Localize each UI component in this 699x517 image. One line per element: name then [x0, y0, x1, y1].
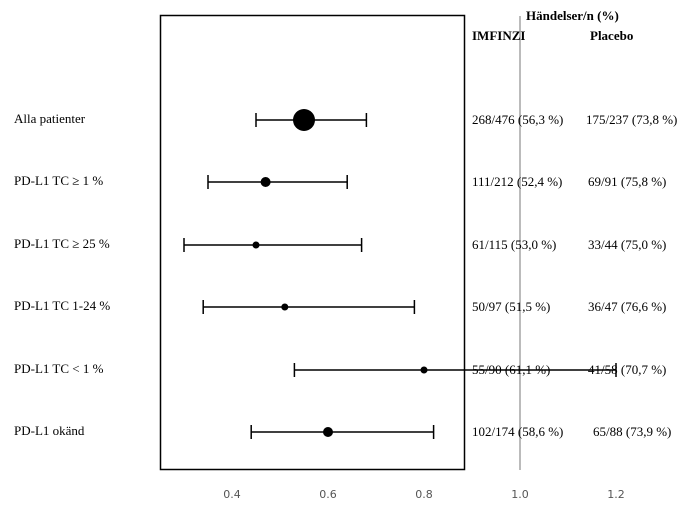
point-estimate — [293, 109, 315, 131]
point-estimate — [260, 177, 271, 187]
placebo-events: 41/58 (70,7 %) — [588, 362, 667, 377]
placebo-events: 36/47 (76,6 %) — [588, 299, 667, 314]
plot-frame — [159, 14, 466, 471]
imfinzi-events: 268/476 (56,3 %) — [472, 112, 564, 127]
x-tick-label: 1.2 — [607, 488, 625, 501]
row-label: PD-L1 TC ≥ 1 % — [14, 173, 104, 188]
placebo-events: 69/91 (75,8 %) — [588, 174, 667, 189]
placebo-events: 175/237 (73,8 %) — [586, 112, 678, 127]
row-label: PD-L1 TC ≥ 25 % — [14, 236, 110, 251]
placebo-events: 33/44 (75,0 %) — [588, 237, 667, 252]
header-title: Händelser/n (%) — [526, 8, 619, 23]
x-tick-label: 0.4 — [223, 488, 241, 501]
x-tick-label: 0.8 — [415, 488, 433, 501]
imfinzi-events: 61/115 (53,0 %) — [472, 237, 557, 252]
imfinzi-events: 111/212 (52,4 %) — [472, 174, 563, 189]
header-imfinzi: IMFINZI — [472, 28, 526, 43]
point-estimate — [252, 241, 260, 249]
point-estimate — [281, 303, 289, 311]
imfinzi-events: 102/174 (58,6 %) — [472, 424, 564, 439]
point-estimate — [323, 427, 333, 437]
row-label: PD-L1 TC < 1 % — [14, 361, 104, 376]
imfinzi-events: 50/97 (51,5 %) — [472, 299, 551, 314]
point-estimate — [420, 366, 428, 374]
row-label: Alla patienter — [14, 111, 86, 126]
placebo-events: 65/88 (73,9 %) — [593, 424, 672, 439]
row-label: PD-L1 TC 1-24 % — [14, 298, 111, 313]
row-label: PD-L1 okänd — [14, 423, 85, 438]
header-placebo: Placebo — [590, 28, 634, 43]
imfinzi-events: 55/90 (61,1 %) — [472, 362, 551, 377]
x-tick-label: 1.0 — [511, 488, 529, 501]
x-tick-label: 0.6 — [319, 488, 337, 501]
